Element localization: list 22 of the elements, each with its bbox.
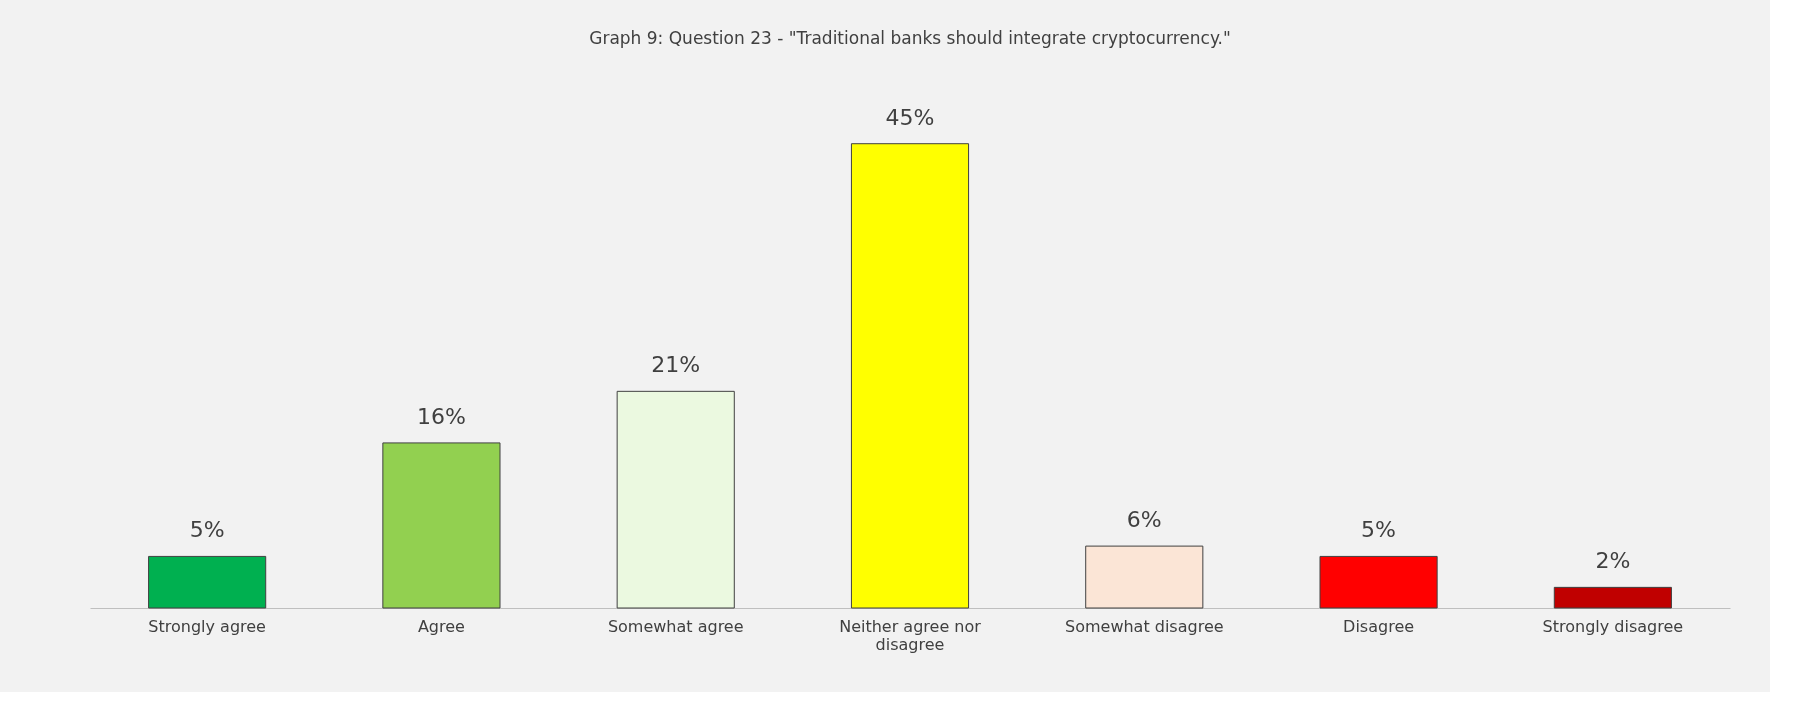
x-tick-label: Agree [417, 616, 465, 636]
data-label: 16% [416, 403, 466, 429]
chart-title: Graph 9: Question 23 - "Traditional banks should integrate cryptocurrency." [589, 28, 1231, 48]
bar [1553, 586, 1672, 609]
x-tick-label: Disagree [1343, 616, 1415, 636]
data-label: 21% [651, 352, 701, 378]
bar [382, 442, 501, 609]
bar [1319, 555, 1438, 609]
x-tick-label: Somewhat disagree [1065, 616, 1224, 636]
bar [1085, 545, 1204, 609]
data-label: 45% [885, 104, 935, 130]
bar [148, 555, 267, 609]
bar [616, 390, 735, 609]
x-tick-label: Strongly disagree [1542, 616, 1684, 636]
x-tick-label: Strongly agree [148, 616, 266, 636]
data-label: 5% [189, 517, 225, 543]
data-label: 5% [1361, 517, 1397, 543]
bar [850, 143, 970, 609]
data-label: 6% [1126, 507, 1162, 533]
x-tick-label: Somewhat agree [607, 616, 744, 636]
data-label: 2% [1595, 548, 1631, 574]
x-tick-label: Neither agree nor disagree [839, 616, 982, 654]
